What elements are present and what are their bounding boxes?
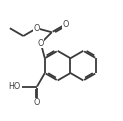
Text: O: O <box>34 98 40 107</box>
Text: HO: HO <box>8 82 20 91</box>
Text: O: O <box>38 39 44 48</box>
Text: O: O <box>34 24 40 33</box>
Text: O: O <box>63 20 69 29</box>
